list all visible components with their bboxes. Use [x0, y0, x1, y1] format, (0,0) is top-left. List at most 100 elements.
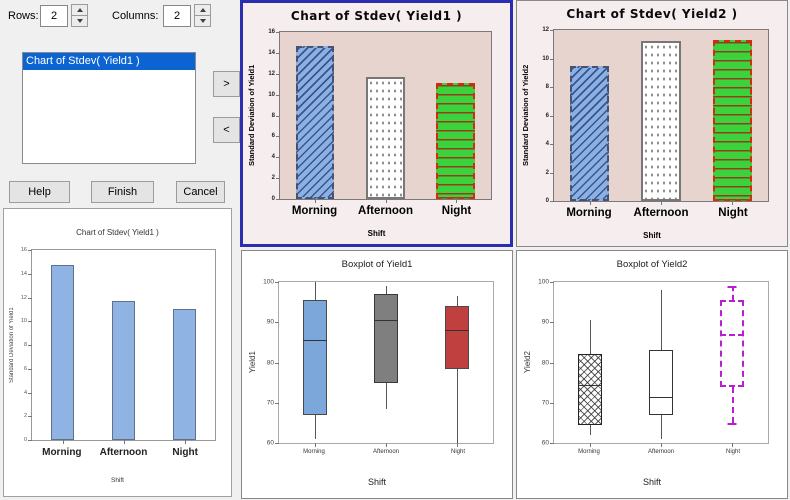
chart-title: Boxplot of Yield1 [341, 259, 413, 270]
y-tick-label: 12 [542, 27, 549, 33]
list-item-chart-of-stdev-yield1[interactable]: Chart of Stdev( Yield1 ) [23, 53, 195, 70]
whisker-lower [457, 368, 459, 443]
y-tick-mark [28, 368, 32, 370]
bar-morning [570, 65, 610, 201]
y-tick-label: 14 [268, 49, 275, 56]
help-button[interactable]: Help [9, 181, 70, 203]
rows-spinner-down-button[interactable] [71, 15, 88, 27]
columns-spinner-up-button[interactable] [194, 4, 211, 16]
y-tick-mark [550, 282, 554, 283]
box-afternoon [648, 350, 674, 415]
x-category-labels: Morning Afternoon Night [278, 449, 494, 459]
whisker-lower [661, 414, 662, 439]
chart-title: Chart of Stdev( Yield1 ) [76, 228, 159, 237]
y-tick-label: 16 [268, 29, 275, 35]
y-tick-label: 70 [541, 399, 549, 407]
graph-cell-boxplot-yield1[interactable]: Boxplot of Yield1 Yield1 60 70 80 90 100 Mor… [241, 250, 513, 499]
graph-cell-boxplot-yield2[interactable]: Boxplot of Yield2 Yield2 60 70 80 90 100 Mor… [516, 250, 788, 499]
bar-morning [50, 265, 75, 440]
move-right-button[interactable]: > [213, 71, 240, 97]
y-axis-label: Yield1 [248, 351, 257, 374]
x-category-labels: Morning Afternoon Night [553, 449, 769, 459]
bar-afternoon [111, 301, 136, 440]
y-tick-label: 12 [268, 70, 275, 77]
category-label: Morning [578, 449, 600, 455]
category-label: Afternoon [99, 447, 148, 458]
y-tick-label: 0 [271, 196, 275, 202]
whisker-cap [727, 422, 737, 425]
x-axis-label: Shift [110, 477, 124, 484]
category-label: Night [441, 205, 472, 217]
box-afternoon [373, 294, 399, 383]
category-label: Morning [291, 205, 338, 217]
y-tick-mark [28, 297, 32, 299]
y-tick-label: 4 [545, 141, 549, 147]
y-tick-mark [550, 172, 554, 174]
y-tick-mark [550, 322, 554, 324]
y-tick-mark [550, 115, 554, 117]
columns-spinner-down-button[interactable] [194, 15, 211, 27]
y-tick-label: 100 [263, 278, 274, 286]
y-axis-label: Standard Deviation of Yield1 [9, 307, 15, 383]
y-tick-mark [550, 87, 554, 88]
y-axis-label: Standard Deviation of Yield2 [521, 64, 530, 167]
whisker-lower [386, 382, 387, 409]
preview-bar-chart: Chart of Stdev( Yield1 ) Standard Deviat… [4, 209, 231, 496]
rows-input[interactable]: 2 [40, 5, 68, 27]
x-tick-mark [455, 199, 457, 203]
y-tick-label: 10 [20, 318, 27, 325]
graph-cell-stdev-yield2[interactable]: Chart of Stdev( Yield2 ) Standard Deviat… [516, 0, 788, 247]
box-night [720, 300, 745, 387]
category-label: Afternoon [358, 205, 413, 217]
y-tick-label: 14 [20, 270, 27, 277]
y-tick-mark [28, 392, 32, 394]
columns-label: Columns: [112, 10, 159, 22]
median-line [302, 340, 327, 342]
plot-area: 0 2 4 6 8 10 12 14 16 [21, 247, 216, 444]
median-line [648, 396, 674, 398]
finish-button[interactable]: Finish [91, 181, 154, 203]
y-tick-mark [550, 362, 554, 364]
graph-listbox[interactable]: Chart of Stdev( Yield1 ) [22, 52, 196, 164]
rows-spinner [71, 4, 88, 27]
graph-cell-stdev-yield1-selected[interactable]: Chart of Stdev( Yield1 ) Standard Deviat… [240, 0, 513, 247]
y-tick-label: 2 [271, 175, 275, 182]
y-tick-mark [28, 440, 32, 441]
y-tick-label: 2 [545, 169, 549, 176]
move-left-button[interactable]: < [213, 117, 240, 143]
x-category-labels: Morning Afternoon Night [279, 205, 492, 221]
whisker-lower [314, 414, 316, 439]
y-tick-mark [550, 402, 554, 404]
stdev-yield2-chart: Chart of Stdev( Yield2 ) Standard Deviat… [517, 1, 787, 246]
x-tick-mark [314, 443, 316, 447]
y-tick-mark [28, 345, 32, 346]
y-tick-label: 16 [20, 247, 27, 253]
median-line [577, 384, 602, 386]
median-line [373, 320, 399, 322]
boxplot-yield2-chart: Boxplot of Yield2 Yield2 60 70 80 90 100 Mor… [517, 251, 787, 498]
whisker-upper [589, 320, 591, 355]
y-tick-mark [28, 416, 32, 418]
x-tick-mark [661, 443, 662, 447]
bar-night [436, 83, 476, 199]
x-tick-mark [732, 443, 734, 447]
box-morning [577, 354, 602, 425]
spinner-down-icon [76, 19, 83, 23]
cancel-button[interactable]: Cancel [176, 181, 225, 203]
spinner-up-icon [199, 8, 206, 12]
y-tick-mark [550, 144, 554, 145]
columns-input[interactable]: 2 [163, 5, 191, 27]
category-label: Afternoon [633, 207, 689, 219]
y-tick-label: 2 [23, 413, 27, 420]
y-tick-mark [550, 58, 554, 60]
y-tick-label: 6 [23, 365, 27, 372]
y-tick-label: 70 [266, 399, 274, 407]
y-tick-label: 8 [23, 342, 27, 348]
stdev-yield1-chart: Chart of Stdev( Yield1 ) Standard Deviat… [243, 3, 510, 244]
y-tick-mark [28, 321, 32, 323]
rows-label: Rows: [8, 10, 39, 22]
median-line [720, 334, 745, 337]
whisker-cap [727, 286, 737, 289]
y-tick-mark [275, 362, 279, 364]
y-tick-label: 90 [541, 318, 549, 326]
